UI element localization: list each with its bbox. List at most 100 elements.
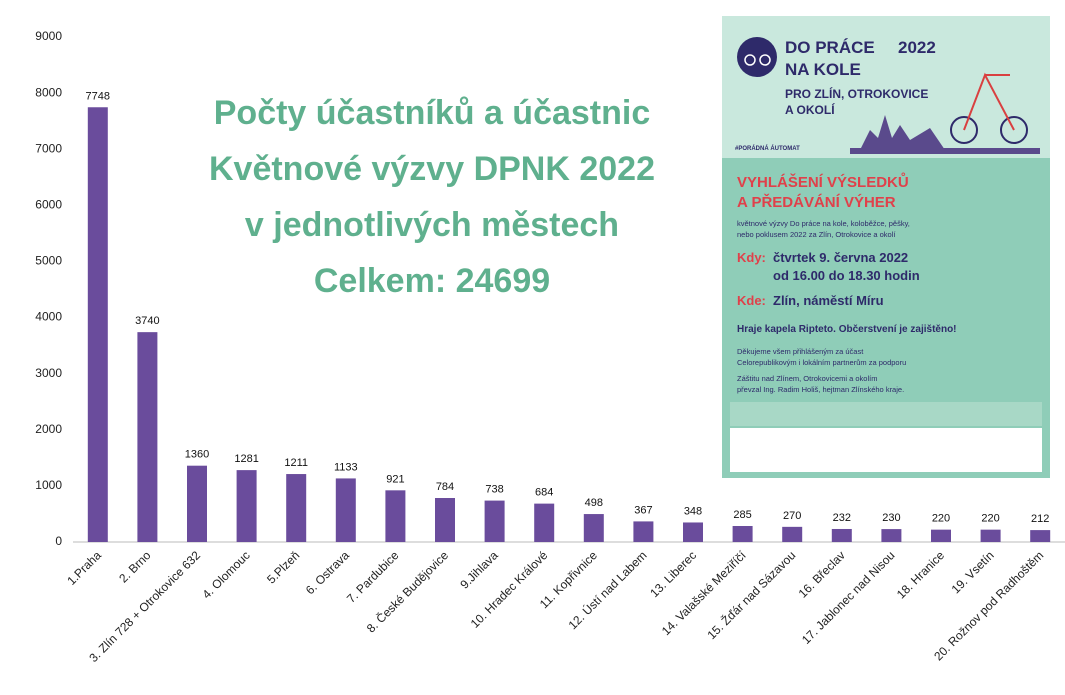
poster-patron: převzal Ing. Radim Holiš, hejtman Zlínsk… [737, 385, 904, 394]
poster-brand: NA KOLE [785, 60, 861, 79]
data-label: 220 [932, 513, 950, 525]
poster-when: od 16.00 do 18.30 hodin [773, 268, 920, 283]
data-label: 232 [833, 512, 851, 524]
poster-region: A OKOLÍ [785, 102, 835, 117]
data-label: 1360 [185, 449, 209, 461]
y-tick-label: 7000 [35, 141, 62, 155]
bike-wheel [1000, 116, 1028, 144]
bike-wheel [950, 116, 978, 144]
chart-title: Květnové výzvy DPNK 2022 [209, 150, 655, 188]
poster-intro: květnové výzvy Do práce na kole, koloběž… [737, 219, 910, 228]
data-label: 270 [783, 510, 801, 522]
y-tick-label: 0 [55, 534, 62, 548]
partner-logos [730, 402, 1042, 426]
poster-patron: Záštitu nad Zlínem, Otrokovicemi a okolí… [737, 374, 877, 383]
poster-region: PRO ZLÍN, OTROKOVICE [785, 86, 928, 101]
poster-headline: A PŘEDÁVÁNÍ VÝHER [737, 193, 896, 211]
y-tick-label: 9000 [35, 29, 62, 43]
poster-band: Hraje kapela Ripteto. Občerstvení je zaj… [737, 324, 957, 335]
bar [732, 526, 753, 542]
y-tick-label: 1000 [35, 478, 62, 492]
bar [683, 522, 703, 542]
bike-icon [759, 54, 771, 66]
bar [782, 526, 803, 542]
y-tick-label: 4000 [35, 310, 62, 324]
poster-where-label: Kde: [737, 293, 766, 308]
bar [633, 521, 654, 542]
data-label: 738 [485, 484, 503, 496]
poster-when: čtvrtek 9. června 2022 [773, 250, 908, 265]
data-label: 348 [684, 505, 702, 517]
x-tick-label: 2. Brno [116, 548, 153, 585]
poster-thanks: Děkujeme všem přihlášeným za účast [737, 347, 864, 356]
bar [1030, 530, 1051, 542]
poster: DO PRÁCE 2022 NA KOLE PRO ZLÍN, OTROKOVI… [722, 16, 1050, 478]
poster-where: Zlín, náměstí Míru [773, 293, 884, 308]
data-label: 684 [535, 487, 553, 499]
poster-thanks: Celorepublikovým i lokálním partnerům za… [737, 358, 906, 367]
x-tick-label: 6. Ostrava [303, 548, 352, 597]
data-label: 367 [634, 504, 652, 516]
y-tick-label: 3000 [35, 366, 62, 380]
chart-title: Počty účastníků a účastnic [214, 94, 651, 132]
data-label: 7748 [86, 90, 110, 102]
poster-intro: nebo poklusem 2022 za Zlín, Otrokovice a… [737, 230, 896, 239]
x-tick-label: 17. Jablonec nad Nisou [799, 548, 898, 647]
x-tick-label: 4. Olomouc [199, 548, 252, 601]
bar [980, 529, 1001, 542]
y-tick-label: 8000 [35, 85, 62, 99]
y-tick-label: 6000 [35, 198, 62, 212]
data-label: 921 [386, 473, 404, 485]
x-tick-label: 5.Plzeň [264, 548, 302, 586]
x-tick-label: 19. Vsetín [949, 548, 997, 596]
bar [484, 500, 505, 542]
data-label: 220 [981, 513, 999, 525]
x-tick-label: 1.Praha [64, 548, 104, 588]
bar [236, 470, 257, 542]
bar [335, 478, 356, 542]
x-tick-label: 16. Břeclav [796, 548, 848, 600]
bar [831, 528, 852, 542]
data-label: 784 [436, 481, 454, 493]
bike-icon [744, 54, 756, 66]
chart-title: v jednotlivých městech [245, 206, 619, 244]
bar [137, 332, 158, 542]
chart-subtitle: Celkem: 24699 [314, 262, 550, 300]
x-tick-label: 13. Liberec [647, 548, 699, 600]
bar [286, 474, 307, 542]
data-label: 212 [1031, 513, 1049, 525]
bar [583, 514, 604, 542]
bar [534, 503, 555, 542]
data-label: 1133 [334, 461, 358, 473]
x-tick-label: 18. Hranice [894, 548, 948, 602]
bar [435, 498, 455, 542]
x-tick-label: 14. Valašské Meziříčí [659, 548, 749, 638]
poster-brand: DO PRÁCE [785, 38, 875, 57]
y-tick-label: 5000 [35, 254, 62, 268]
data-label: 230 [882, 512, 900, 524]
data-label: 498 [585, 497, 603, 509]
bike-icon [737, 37, 777, 77]
x-tick-label: 8. České Budějovice [363, 547, 451, 635]
partner-logos [730, 428, 1042, 472]
y-tick-label: 2000 [35, 422, 62, 436]
bar [385, 490, 406, 542]
poster-headline: VYHLÁŠENÍ VÝSLEDKŮ [737, 172, 909, 191]
skyline [860, 115, 945, 150]
poster-year: 2022 [898, 38, 936, 57]
bike-frame [963, 72, 1015, 131]
bar [187, 465, 207, 542]
x-tick-label: 9.Jihlava [457, 548, 501, 592]
x-tick-label: 15. Žďár nad Sázavou [704, 548, 799, 643]
bridge [850, 148, 1040, 154]
bar [931, 529, 951, 542]
data-label: 1281 [234, 453, 258, 465]
data-label: 1211 [284, 457, 308, 469]
data-label: 285 [733, 509, 751, 521]
bar [881, 529, 902, 542]
poster-when-label: Kdy: [737, 250, 766, 265]
bar [87, 107, 108, 543]
data-label: 3740 [135, 315, 159, 327]
poster-hashtag: #PORÁDNÁ ÁUTOMAT [735, 145, 800, 152]
